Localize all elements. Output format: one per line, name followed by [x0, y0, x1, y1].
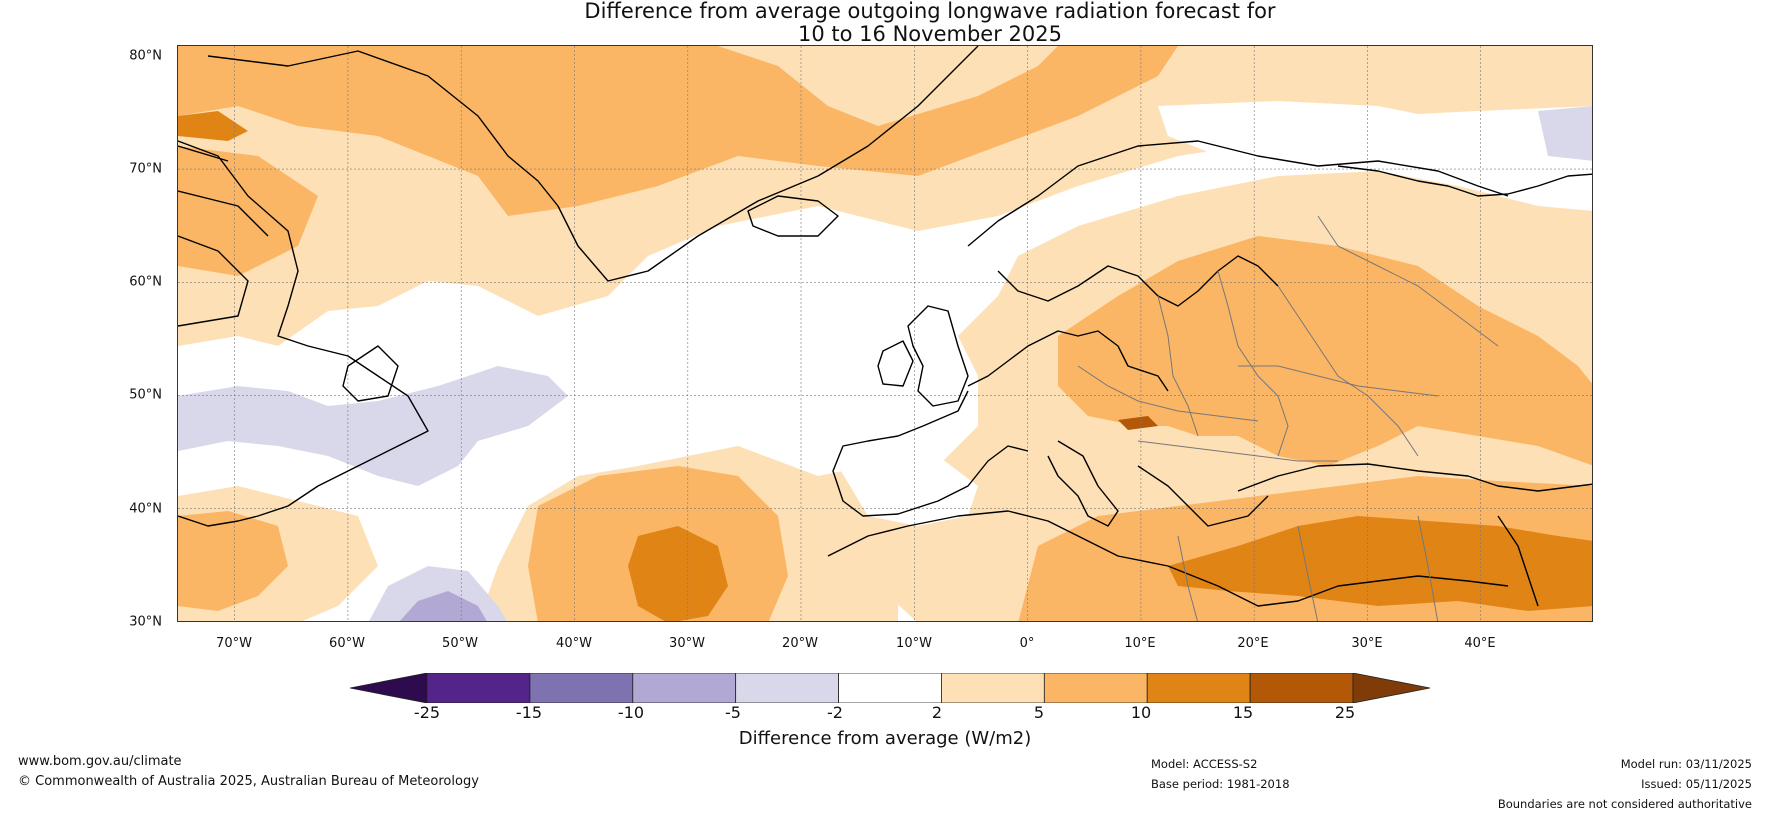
cbar-tick-label: -5	[725, 703, 741, 722]
coast-russia-north	[1337, 165, 1592, 197]
anomaly-neg2-neg5-canada	[178, 366, 568, 486]
colorbar-bin	[426, 673, 531, 703]
coast-italy-balkans	[1047, 440, 1269, 527]
lon-label-50w: 50°W	[442, 636, 478, 651]
anomaly-10-15-east-med	[1168, 516, 1592, 611]
footer-base-period: Base period: 1981-2018	[1151, 777, 1290, 791]
coast-western-europe	[967, 330, 1169, 392]
footer-copyright: © Commonwealth of Australia 2025, Austra…	[18, 774, 479, 789]
lon-label-10e: 10°E	[1124, 636, 1156, 651]
cbar-tick-label: -10	[617, 703, 645, 722]
colorbar-bin	[735, 673, 839, 703]
cbar-tick-label: 10	[1130, 703, 1152, 722]
neutral-iberia	[838, 446, 978, 526]
coast-canada-north	[178, 145, 269, 327]
cbar-tick-label: -15	[515, 703, 543, 722]
anomaly-10-15-alps	[1118, 416, 1158, 430]
cbar-tick-label: 25	[1334, 703, 1356, 722]
anomaly-neg5-neg10-south	[399, 591, 487, 621]
cbar-tick-label: 5	[1033, 703, 1045, 722]
lon-label-40e: 40°E	[1464, 636, 1496, 651]
anomaly-5-10-europe	[1058, 236, 1592, 466]
map-title: Difference from average outgoing longwav…	[0, 0, 1770, 46]
lat-label-60n: 60°N	[129, 274, 162, 290]
title-line-2: 10 to 16 November 2025	[798, 22, 1062, 46]
coast-turkey-middle-east	[1237, 463, 1592, 607]
anomaly-5-10-greenland-sea	[178, 46, 1178, 216]
coast-canada	[178, 140, 429, 527]
footer-disclaimer: Boundaries are not considered authoritat…	[1497, 797, 1752, 811]
cbar-tick-label: -2	[827, 703, 843, 722]
cbar-tick-label: 15	[1232, 703, 1254, 722]
cbar-tick-label: -25	[413, 703, 441, 722]
title-line-1: Difference from average outgoing longwav…	[584, 0, 1276, 23]
coast-newfoundland	[342, 345, 399, 402]
lon-label-0: 0°	[1019, 636, 1035, 651]
footer-issued: Issued: 05/11/2025	[1641, 777, 1752, 791]
cbar-tick-label: 2	[931, 703, 943, 722]
colorbar-bin	[350, 673, 428, 703]
coast-north-africa	[827, 510, 1509, 607]
coast-europe-atlantic	[967, 140, 1509, 247]
lon-label-30e: 30°E	[1351, 636, 1383, 651]
neutral-norwegian-sea	[1158, 101, 1508, 166]
lon-label-40w: 40°W	[556, 636, 592, 651]
lat-label-50n: 50°N	[129, 387, 162, 403]
coast-uk	[907, 305, 969, 407]
colorbar-bin	[529, 673, 634, 703]
footer-model-run: Model run: 03/11/2025	[1620, 757, 1752, 771]
lat-label-80n: 80°N	[129, 48, 162, 64]
coast-iberia	[832, 390, 1029, 517]
colorbar-bin	[1146, 673, 1251, 703]
graticule	[178, 46, 1592, 621]
colorbar	[350, 673, 1430, 703]
colorbar-bin	[632, 673, 737, 703]
footer-model: Model: ACCESS-S2	[1151, 757, 1258, 771]
footer-website[interactable]: www.bom.gov.au/climate	[18, 754, 182, 769]
colorbar-bin	[941, 673, 1045, 703]
lat-label-40n: 40°N	[129, 501, 162, 517]
anomaly-map	[177, 45, 1593, 622]
colorbar-bin	[1249, 673, 1354, 703]
anomaly-10-15-labrador	[178, 111, 248, 141]
lon-label-60w: 60°W	[329, 636, 365, 651]
anomaly-5-10-labrador	[178, 146, 318, 276]
lon-label-30w: 30°W	[669, 636, 705, 651]
colorbar-bin	[1352, 673, 1430, 703]
lon-label-20e: 20°E	[1237, 636, 1269, 651]
colorbar-title: Difference from average (W/m2)	[738, 728, 1032, 749]
anomaly-5-10-west	[178, 511, 288, 611]
borders	[1077, 215, 1499, 621]
colorbar-bin	[1043, 673, 1148, 703]
colorbar-bin	[838, 673, 942, 703]
anomaly-10-15-atlantic	[628, 526, 728, 621]
lon-label-70w: 70°W	[216, 636, 252, 651]
map-canvas	[178, 46, 1592, 621]
coast-ireland	[877, 340, 914, 387]
coast-greenland	[207, 46, 979, 282]
lon-label-10w: 10°W	[896, 636, 932, 651]
lat-label-70n: 70°N	[129, 161, 162, 177]
lon-label-20w: 20°W	[782, 636, 818, 651]
lat-label-30n: 30°N	[129, 614, 162, 630]
coast-iceland	[747, 195, 839, 237]
anomaly-neg2-neg5-barents	[1538, 106, 1592, 161]
